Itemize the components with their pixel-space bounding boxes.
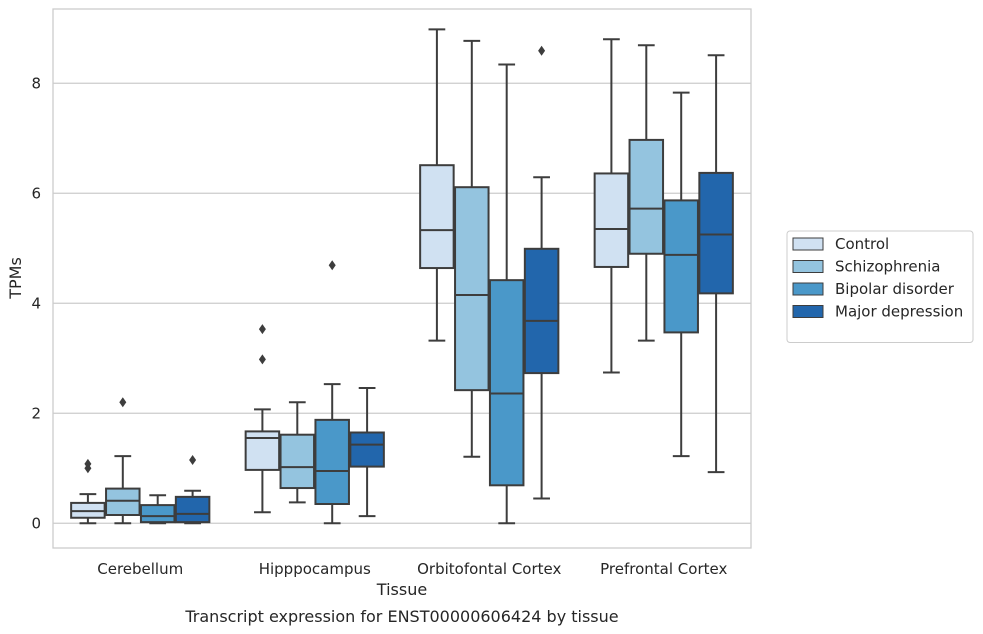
x-tick-label: Hipppocampus bbox=[259, 560, 371, 578]
iqr-box bbox=[419, 164, 455, 270]
iqr-box bbox=[663, 199, 699, 334]
y-tick-label: 2 bbox=[31, 404, 41, 422]
y-axis-label: TPMs bbox=[6, 257, 25, 300]
y-tick-label: 6 bbox=[31, 184, 41, 202]
box-control bbox=[244, 324, 281, 514]
box-schizophrenia bbox=[454, 39, 490, 458]
plot-area-frame bbox=[52, 8, 752, 549]
legend-label: Schizophrenia bbox=[835, 258, 940, 276]
box-major-depression bbox=[523, 45, 560, 500]
box-groups bbox=[70, 28, 734, 525]
iqr-box bbox=[174, 495, 211, 524]
iqr-box bbox=[593, 172, 630, 268]
iqr-box bbox=[314, 418, 350, 506]
x-tick-label: Orbitofontal Cortex bbox=[417, 560, 561, 578]
box-bipolar-disorder bbox=[139, 494, 176, 525]
iqr-box bbox=[523, 247, 560, 375]
box-bipolar-disorder bbox=[314, 260, 350, 525]
iqr-box bbox=[349, 431, 385, 468]
legend-swatch bbox=[792, 305, 824, 318]
box-major-depression bbox=[174, 455, 211, 525]
outlier-point bbox=[258, 354, 266, 365]
iqr-box bbox=[698, 171, 734, 295]
box-major-depression bbox=[698, 54, 734, 474]
outlier-point bbox=[258, 324, 266, 335]
outlier-point bbox=[84, 458, 92, 469]
box-schizophrenia bbox=[105, 397, 141, 525]
box-bipolar-disorder bbox=[488, 63, 525, 525]
iqr-box bbox=[454, 186, 490, 392]
legend-swatch bbox=[792, 260, 824, 273]
x-axis-ticks: Cerebellum Hipppocampus Orbitofontal Corte… bbox=[97, 560, 727, 578]
outlier-point bbox=[328, 260, 336, 271]
box-bipolar-disorder bbox=[663, 91, 699, 458]
x-tick-label: Cerebellum bbox=[97, 560, 183, 578]
y-tick-label: 0 bbox=[31, 514, 41, 532]
box-control bbox=[70, 458, 106, 525]
box-schizophrenia bbox=[628, 44, 665, 342]
iqr-box bbox=[628, 138, 665, 255]
legend-label: Control bbox=[835, 235, 889, 253]
legend-frame bbox=[786, 230, 974, 343]
legend-label: Bipolar disorder bbox=[835, 280, 955, 298]
y-tick-label: 4 bbox=[31, 294, 41, 312]
iqr-box bbox=[279, 433, 316, 490]
y-tick-label: 8 bbox=[31, 74, 41, 92]
chart-caption: Transcript expression for ENST0000060642… bbox=[184, 607, 618, 626]
x-axis-label: Tissue bbox=[376, 580, 427, 599]
iqr-box bbox=[488, 279, 525, 487]
box-schizophrenia bbox=[279, 401, 316, 504]
legend-label: Major depression bbox=[835, 303, 963, 321]
outlier-point bbox=[538, 45, 546, 56]
legend-swatch bbox=[792, 237, 824, 251]
outlier-point bbox=[189, 455, 197, 465]
iqr-box bbox=[139, 504, 176, 524]
box-control bbox=[593, 38, 630, 374]
x-tick-label: Prefrontal Cortex bbox=[600, 560, 727, 578]
legend-swatch bbox=[792, 282, 824, 296]
y-axis-ticks: 0 2 4 6 8 bbox=[31, 74, 41, 532]
legend: Control Schizophrenia Bipolar disorder Majo… bbox=[786, 230, 974, 343]
box-major-depression bbox=[349, 386, 385, 518]
iqr-box bbox=[105, 487, 141, 517]
box-control bbox=[419, 28, 455, 342]
outlier-point bbox=[119, 397, 127, 408]
